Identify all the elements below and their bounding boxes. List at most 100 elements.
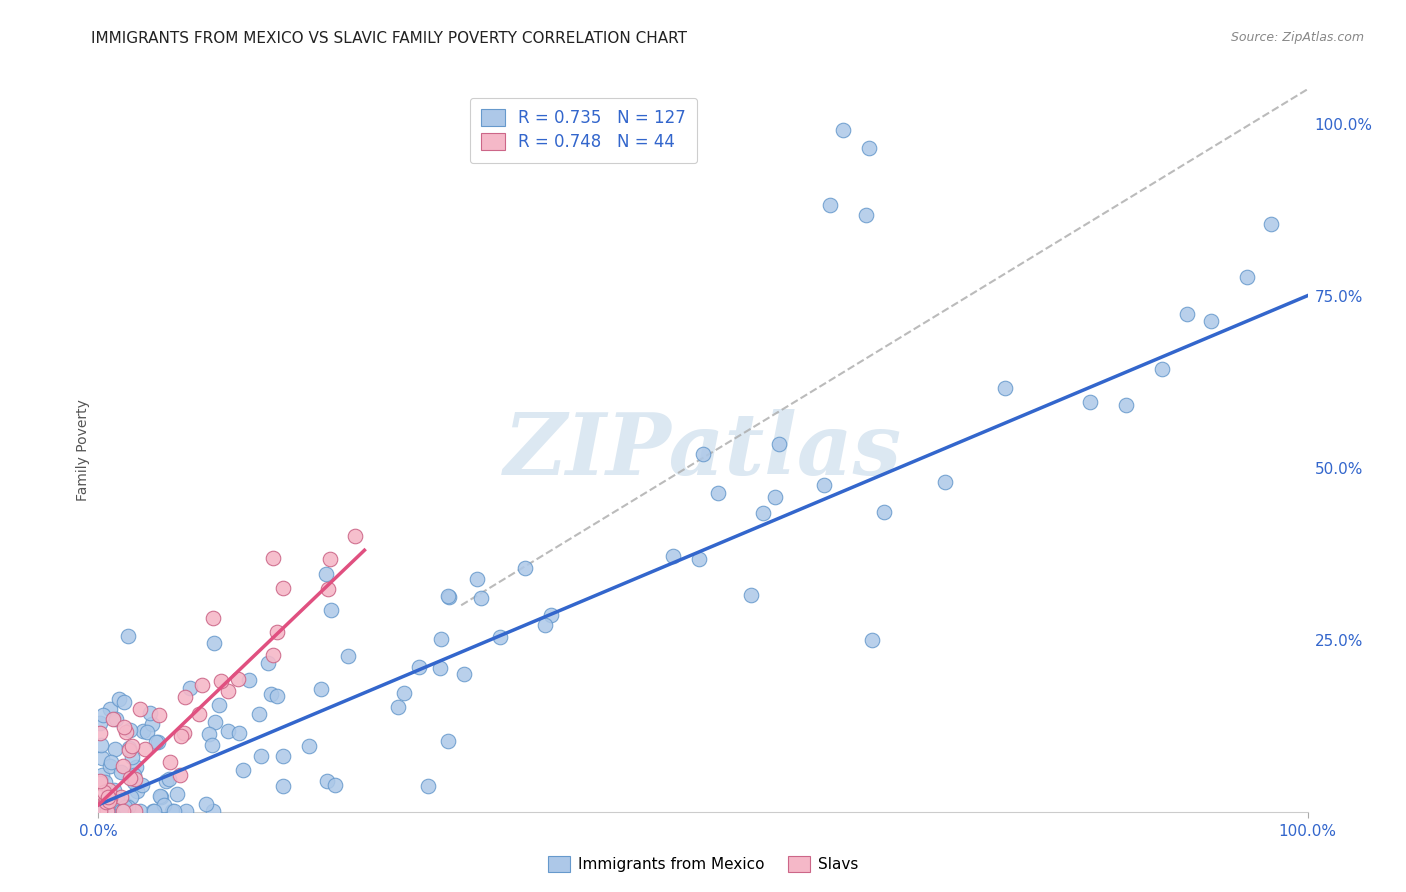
- Point: [271, 779, 294, 793]
- Point: [117, 804, 139, 818]
- Point: [228, 725, 250, 739]
- Point: [97, 794, 120, 808]
- Point: [692, 447, 714, 461]
- Point: [89, 804, 111, 818]
- Point: [120, 789, 142, 804]
- Point: [110, 804, 132, 818]
- Point: [169, 730, 191, 744]
- Point: [132, 724, 155, 739]
- Point: [94, 794, 117, 808]
- Point: [160, 804, 183, 818]
- Point: [166, 787, 188, 801]
- Point: [994, 381, 1017, 395]
- Legend: Immigrants from Mexico, Slavs: Immigrants from Mexico, Slavs: [540, 848, 866, 880]
- Point: [934, 475, 956, 489]
- Point: [118, 743, 141, 757]
- Point: [162, 804, 184, 818]
- Point: [465, 572, 488, 586]
- Point: [118, 804, 141, 818]
- Point: [315, 566, 337, 581]
- Point: [437, 590, 460, 604]
- Point: [765, 490, 787, 504]
- Point: [101, 712, 124, 726]
- Point: [860, 632, 883, 647]
- Point: [98, 702, 121, 716]
- Legend: R = 0.735   N = 127, R = 0.748   N = 44: R = 0.735 N = 127, R = 0.748 N = 44: [470, 97, 697, 163]
- Point: [111, 804, 134, 818]
- Point: [453, 667, 475, 681]
- Point: [122, 775, 145, 789]
- Point: [100, 804, 122, 818]
- Point: [112, 720, 135, 734]
- Point: [136, 725, 159, 739]
- Point: [706, 486, 728, 500]
- Point: [191, 678, 214, 692]
- Point: [97, 804, 120, 818]
- Point: [121, 750, 143, 764]
- Point: [430, 632, 453, 646]
- Point: [534, 618, 557, 632]
- Point: [187, 707, 209, 722]
- Point: [149, 789, 172, 804]
- Point: [89, 726, 111, 740]
- Y-axis label: Family Poverty: Family Poverty: [76, 400, 90, 501]
- Point: [105, 713, 128, 727]
- Point: [93, 785, 115, 799]
- Point: [103, 802, 125, 816]
- Point: [416, 779, 439, 793]
- Text: ZIPatlas: ZIPatlas: [503, 409, 903, 492]
- Point: [149, 789, 172, 803]
- Point: [90, 738, 112, 752]
- Point: [94, 795, 117, 809]
- Point: [155, 774, 177, 789]
- Point: [118, 723, 141, 737]
- Point: [260, 687, 283, 701]
- Point: [197, 727, 219, 741]
- Point: [249, 748, 271, 763]
- Point: [321, 603, 343, 617]
- Point: [1260, 217, 1282, 231]
- Point: [112, 695, 135, 709]
- Point: [266, 625, 288, 640]
- Point: [124, 768, 146, 782]
- Point: [1115, 398, 1137, 412]
- Point: [131, 777, 153, 791]
- Point: [128, 804, 150, 818]
- Point: [91, 768, 114, 782]
- Point: [96, 804, 118, 818]
- Point: [858, 141, 880, 155]
- Point: [855, 208, 877, 222]
- Point: [90, 804, 112, 818]
- Point: [271, 581, 294, 595]
- Point: [98, 783, 121, 797]
- Point: [141, 717, 163, 731]
- Point: [100, 755, 122, 769]
- Point: [94, 774, 117, 789]
- Point: [179, 681, 201, 695]
- Point: [129, 702, 152, 716]
- Point: [429, 660, 451, 674]
- Point: [89, 715, 111, 730]
- Point: [148, 735, 170, 749]
- Point: [201, 738, 224, 752]
- Point: [114, 804, 136, 818]
- Point: [439, 591, 461, 605]
- Point: [114, 800, 136, 814]
- Text: IMMIGRANTS FROM MEXICO VS SLAVIC FAMILY POVERTY CORRELATION CHART: IMMIGRANTS FROM MEXICO VS SLAVIC FAMILY …: [91, 31, 688, 46]
- Point: [108, 692, 131, 706]
- Point: [740, 588, 762, 602]
- Point: [91, 751, 114, 765]
- Point: [157, 772, 180, 786]
- Point: [152, 797, 174, 812]
- Point: [217, 683, 239, 698]
- Point: [688, 552, 710, 566]
- Point: [142, 804, 165, 818]
- Point: [208, 698, 231, 712]
- Point: [201, 611, 224, 625]
- Point: [159, 755, 181, 769]
- Point: [813, 478, 835, 492]
- Point: [125, 760, 148, 774]
- Point: [1152, 362, 1174, 376]
- Point: [97, 789, 120, 804]
- Point: [1078, 395, 1101, 409]
